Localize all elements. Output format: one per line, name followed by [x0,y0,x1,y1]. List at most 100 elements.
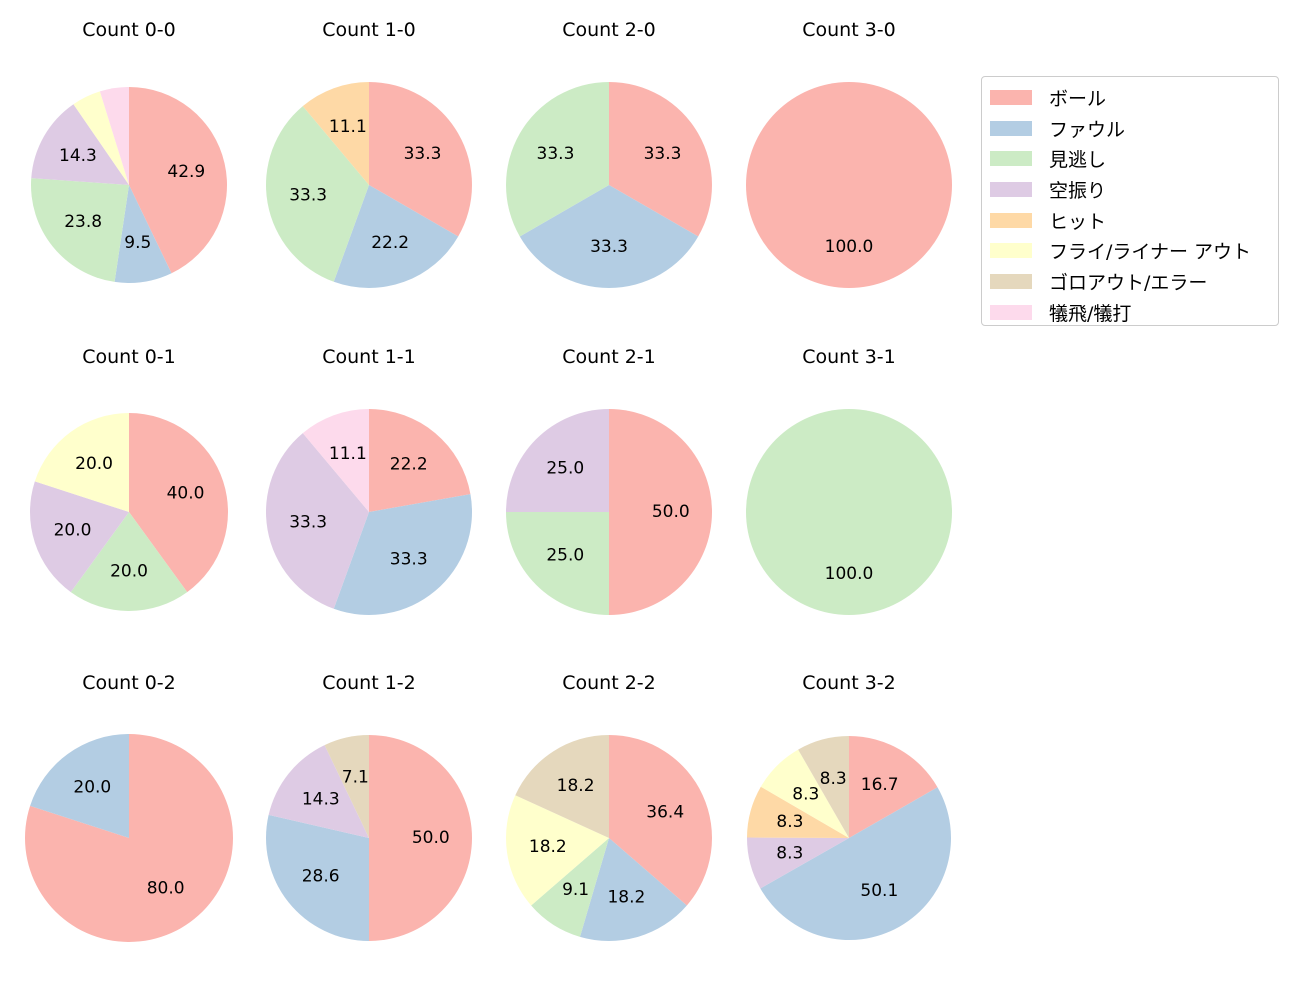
slice-label: 50.0 [652,502,690,522]
pie-slice [505,795,609,906]
pie-count-3-0: Count 3-0 100.0 [746,19,952,288]
legend-item: 空振り [982,174,1278,205]
pie-slice [114,185,172,283]
pie-title: Count 2-2 [562,672,656,694]
slice-label: 22.2 [371,233,409,253]
pie-slice [519,185,699,288]
pie-slice [369,735,472,941]
pie-slice [369,409,471,512]
pie-slice [266,433,369,609]
slice-label: 18.2 [557,776,595,796]
pie-slice [746,409,952,615]
pie-slice [268,745,369,838]
pie-title: Count 0-2 [82,672,176,694]
pie-slice [506,409,609,512]
slice-label: 50.1 [860,881,898,901]
pie-title: Count 0-1 [82,346,176,368]
legend-label: ヒット [1049,210,1107,233]
pie-slice [333,494,472,616]
slice-label: 33.3 [390,549,428,569]
legend-swatch [990,273,1032,289]
slice-label: 18.2 [529,837,567,857]
legend-item: ゴロアウト/エラー [982,266,1278,297]
pie-slice [324,735,369,838]
slice-label: 22.2 [390,455,428,475]
pie-title: Count 2-0 [562,19,656,41]
slice-label: 14.3 [302,789,340,809]
pie-slice [515,735,609,838]
slice-label: 25.0 [546,458,584,478]
slice-label: 25.0 [546,546,584,566]
slice-label: 33.3 [289,186,327,206]
pie-count-1-1: Count 1-1 22.2 33.3 33.3 11.1 [266,346,472,616]
legend-item: ヒット [982,205,1278,236]
pie-slice [99,87,129,185]
pie-slice [129,87,227,274]
slice-label: 11.1 [329,117,367,137]
slice-label: 23.8 [64,212,102,232]
pie-slice [70,512,188,611]
legend-item: ボール [982,82,1278,113]
pie-slice [34,413,129,512]
pie-count-3-1: Count 3-1 100.0 [746,346,952,615]
pie-slice [798,736,849,838]
pie-title: Count 1-2 [322,672,416,694]
pie-count-1-2: Count 1-2 50.0 28.6 14.37.1 [265,672,472,941]
slice-label: 8.3 [776,812,803,832]
pie-slice [609,409,712,615]
pie-slice [266,106,369,282]
slice-label: 40.0 [167,484,205,504]
pie-slice [747,786,849,838]
legend-item: ファウル [982,113,1278,144]
pie-slice [265,814,369,941]
slice-label: 50.0 [412,828,450,848]
pie-count-0-2: Count 0-2 80.0 20.0 [25,672,234,943]
legend-label: フライ/ライナー アウト [1049,241,1252,264]
pie-slice [579,838,687,941]
slice-label: 20.0 [73,778,111,798]
slice-label: 36.4 [646,802,684,822]
legend-label: ファウル [1049,118,1126,141]
pie-slice [129,413,229,593]
slice-label: 9.1 [562,880,589,900]
pie-slice [302,409,369,512]
slice-label: 11.1 [329,444,367,464]
pie-count-2-1: Count 2-1 50.0 25.0 25.0 [506,346,712,615]
pie-title: Count 2-1 [562,346,656,368]
pie-slice [29,481,129,593]
pie-title: Count 1-0 [322,19,416,41]
pie-title: Count 1-1 [322,346,416,368]
legend-swatch [990,212,1032,228]
slice-label: 7.1 [342,768,369,788]
pie-slice [30,178,129,282]
pie-slice [531,838,609,937]
legend-label: 空振り [1049,179,1107,202]
slice-label: 33.3 [289,513,327,533]
pie-title: Count 0-0 [82,19,176,41]
legend-label: ゴロアウト/エラー [1049,271,1208,294]
pie-slice [333,185,459,289]
pie-count-0-0: Count 0-0 42.9 9.5 23.8 14.3 [30,19,227,283]
pie-title: Count 3-2 [802,672,896,694]
pie-slice [760,749,849,838]
pie-count-2-2: Count 2-2 36.4 18.2 9.1 18.2 18.2 [505,672,713,941]
pie-slice [506,512,609,615]
legend-swatch [990,151,1032,167]
pie-count-1-0: Count 1-0 33.3 22.2 33.3 11.1 [266,19,472,289]
slice-label: 8.3 [792,785,819,805]
legend: ボール ファウル 見逃し 空振り ヒット フライ/ライナー アウト ゴロアウト/エラー 犠飛/… [981,76,1279,326]
slice-label: 33.3 [590,237,628,257]
slice-label: 42.9 [167,162,205,182]
slice-label: 9.5 [124,233,151,253]
legend-swatch [990,89,1032,105]
slice-label: 8.3 [776,844,803,864]
legend-item: フライ/ライナー アウト [982,235,1278,266]
slice-label: 14.3 [59,146,97,166]
pie-slice [25,734,234,943]
pie-title: Count 3-0 [802,19,896,41]
slice-label: 16.7 [861,775,899,795]
pie-slice [609,82,712,237]
legend-swatch [990,120,1032,136]
slice-label: 20.0 [75,454,113,474]
pie-slice [506,82,609,237]
